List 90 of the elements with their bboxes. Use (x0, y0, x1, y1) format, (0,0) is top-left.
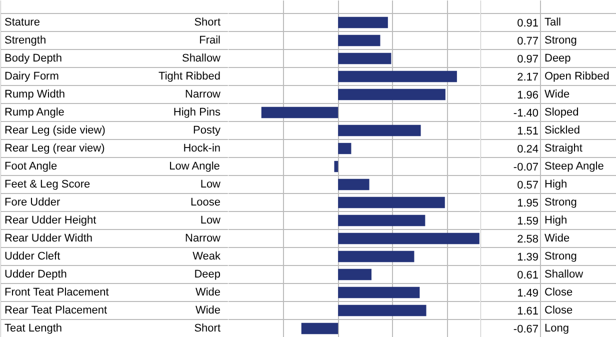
bar (261, 106, 338, 118)
bar (338, 250, 414, 262)
text: Close (544, 286, 573, 298)
bar (301, 322, 338, 334)
y-tick-label: Front Teat Placement (4, 286, 109, 298)
text: Short (194, 322, 221, 334)
data-label: 1.95 (517, 198, 539, 210)
text: High Pins (173, 106, 221, 118)
text: Long (544, 322, 569, 334)
text: Frail (199, 34, 221, 46)
text: Wide (544, 232, 570, 244)
y-tick-label: Feet & Leg Score (4, 178, 90, 190)
y-tick-label: Rear Udder Height (4, 214, 96, 226)
text: Low (200, 214, 221, 226)
y-tick-label: Dairy Form (4, 70, 59, 82)
text: Tall (544, 16, 562, 28)
data-label: 1.61 (517, 306, 539, 318)
data-label: 0.97 (517, 54, 539, 66)
data-label: 0.77 (517, 36, 539, 48)
bar (338, 70, 457, 82)
bar (338, 232, 480, 244)
data-label: 1.59 (517, 216, 539, 228)
y-tick-label: Body Depth (4, 52, 62, 64)
bar (338, 142, 352, 154)
data-label: 0.61 (517, 270, 539, 282)
text: Wide (544, 88, 570, 100)
text: Low Angle (169, 160, 220, 172)
bar (338, 268, 372, 280)
text: High (544, 214, 568, 226)
text: Tight Ribbed (158, 70, 221, 82)
y-tick-label: Rear Leg (rear view) (4, 142, 105, 154)
y-tick-label: Strength (4, 34, 46, 46)
data-label: 1.49 (517, 288, 539, 300)
text: Open Ribbed (544, 70, 610, 82)
bar (338, 34, 380, 46)
y-tick-label: Rear Teat Placement (4, 304, 108, 316)
bar (338, 196, 445, 208)
text: Wide (195, 304, 220, 316)
data-label: 2.17 (517, 72, 539, 84)
text: Hock-in (183, 142, 221, 154)
text: Narrow (185, 232, 221, 244)
y-tick-label: Rear Leg (side view) (4, 124, 106, 136)
data-label: 0.57 (517, 180, 539, 192)
text: Steep Angle (544, 160, 604, 172)
text: Wide (195, 286, 220, 298)
data-label: 1.39 (517, 252, 539, 264)
text: Sickled (544, 124, 580, 136)
text: Deep (194, 268, 220, 280)
y-tick-label: Foot Angle (4, 160, 58, 172)
text: Narrow (185, 88, 221, 100)
bar (338, 178, 370, 190)
bar (338, 88, 446, 100)
text: Straight (544, 142, 582, 154)
data-label: 1.51 (517, 126, 539, 138)
data-label: 0.91 (517, 18, 539, 30)
y-tick-label: Fore Udder (4, 196, 60, 208)
data-label: 2.58 (517, 234, 539, 246)
text: Posty (192, 124, 221, 136)
text: Strong (544, 250, 577, 262)
data-label: -0.07 (513, 162, 539, 174)
text: Low (200, 178, 221, 190)
text: Close (544, 304, 573, 316)
bar (338, 214, 426, 226)
y-tick-label: Rear Udder Width (4, 232, 93, 244)
data-label: -1.40 (513, 108, 539, 120)
y-tick-label: Udder Cleft (4, 250, 60, 262)
text: Deep (544, 52, 571, 64)
bar (334, 160, 338, 172)
bar (338, 304, 426, 316)
y-tick-label: Udder Depth (4, 268, 67, 280)
text: Sloped (544, 106, 579, 118)
text: Strong (544, 34, 577, 46)
y-tick-label: Stature (4, 16, 40, 28)
text: Short (194, 16, 221, 28)
bar (338, 286, 420, 298)
data-label: 0.24 (517, 144, 539, 156)
bar (338, 16, 388, 28)
text: Weak (192, 250, 221, 262)
text: Strong (544, 196, 577, 208)
y-tick-label: Rump Width (4, 88, 66, 100)
y-tick-label: Teat Length (4, 322, 62, 334)
bar (338, 52, 392, 64)
text: Shallow (544, 268, 584, 280)
bar (338, 124, 421, 136)
y-tick-label: Rump Angle (4, 106, 64, 118)
data-label: -0.67 (513, 324, 539, 336)
data-label: 1.96 (517, 90, 539, 102)
text: Loose (190, 196, 221, 208)
text: Shallow (182, 52, 221, 64)
text: High (544, 178, 568, 190)
